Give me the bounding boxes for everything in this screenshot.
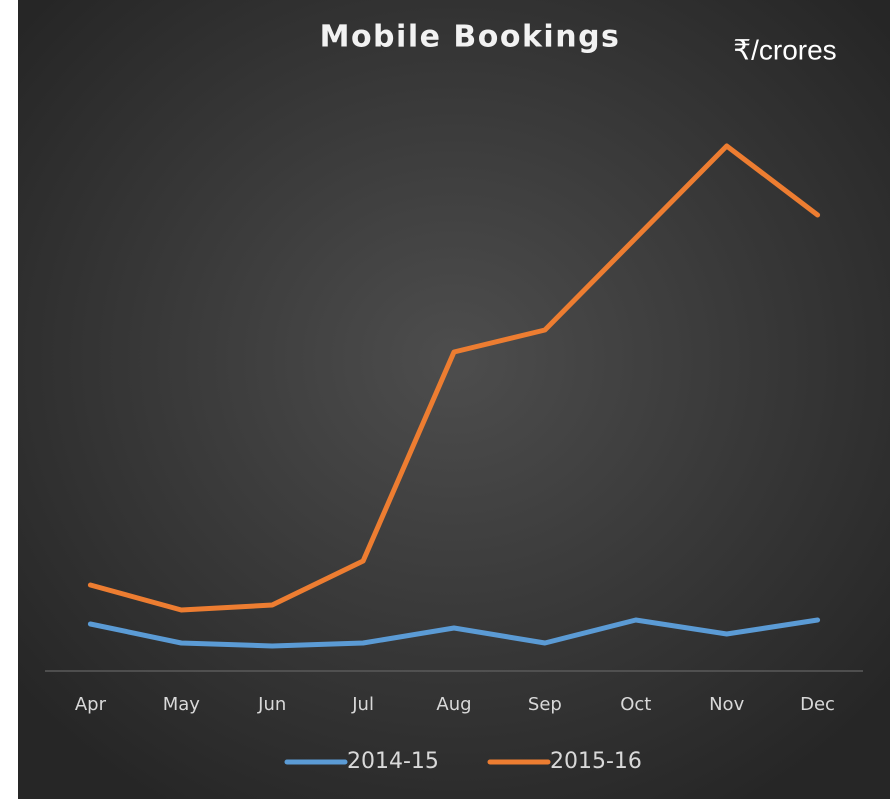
series-line <box>87 143 821 613</box>
x-tick-label: Nov <box>709 694 744 715</box>
x-tick-label: Aug <box>436 694 471 715</box>
chart-title: Mobile Bookings <box>320 20 621 55</box>
chart-background <box>18 0 890 799</box>
legend-label: 2015-16 <box>550 749 642 774</box>
legend-label: 2014-15 <box>347 749 439 774</box>
x-tick-label: Oct <box>620 694 651 715</box>
chart-subtitle: ₹/crores <box>733 34 836 65</box>
x-tick-label: May <box>163 694 201 715</box>
x-tick-label: Dec <box>800 694 835 715</box>
x-tick-label: Jun <box>257 694 286 715</box>
x-tick-label: Apr <box>75 694 107 715</box>
series-line <box>87 617 821 649</box>
x-tick-label: Sep <box>528 694 562 715</box>
x-tick-label: Jul <box>351 694 374 715</box>
